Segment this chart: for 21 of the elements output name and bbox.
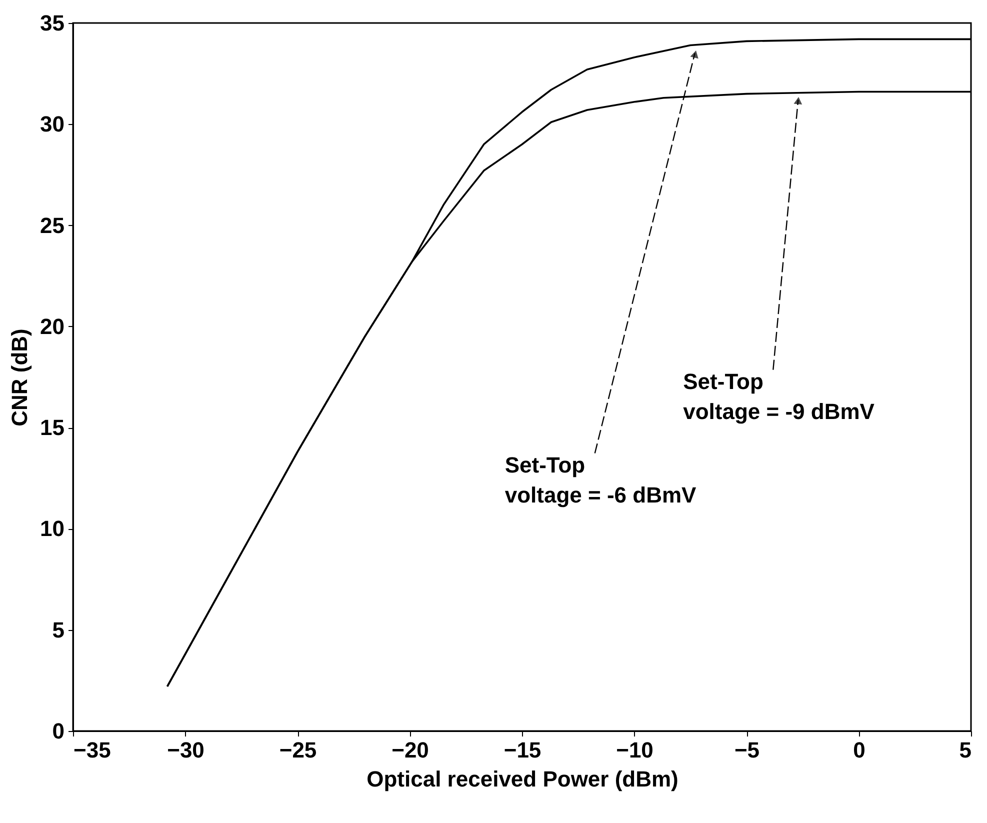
x-tick-label: −20 bbox=[392, 738, 429, 762]
x-tick-label: 0 bbox=[853, 738, 866, 762]
x-tick-label: 5 bbox=[959, 738, 972, 762]
y-tick-label: 5 bbox=[52, 617, 64, 642]
x-tick-label: −35 bbox=[74, 738, 111, 762]
x-tick-label: −10 bbox=[616, 738, 654, 762]
x-tick-label: −15 bbox=[504, 738, 542, 762]
y-tick-label: 15 bbox=[40, 415, 64, 440]
y-axis-title: CNR (dB) bbox=[7, 328, 32, 426]
y-tick-label: 25 bbox=[40, 212, 64, 238]
x-tick-label: −30 bbox=[167, 738, 204, 762]
x-axis-title: Optical received Power (dBm) bbox=[366, 766, 678, 792]
y-tick-label: 35 bbox=[40, 10, 64, 36]
y-tick-label: 30 bbox=[40, 112, 64, 137]
annotation: Set-Top voltage = -9 dBmV bbox=[683, 368, 875, 424]
x-tick-label: −25 bbox=[279, 738, 317, 762]
y-tick-label: 0 bbox=[52, 718, 64, 744]
x-tick-label: −5 bbox=[734, 738, 760, 762]
y-tick-label: 20 bbox=[40, 314, 64, 339]
annotation: Set-Top voltage = -6 dBmV bbox=[504, 452, 697, 508]
y-tick-label: 10 bbox=[40, 516, 64, 542]
